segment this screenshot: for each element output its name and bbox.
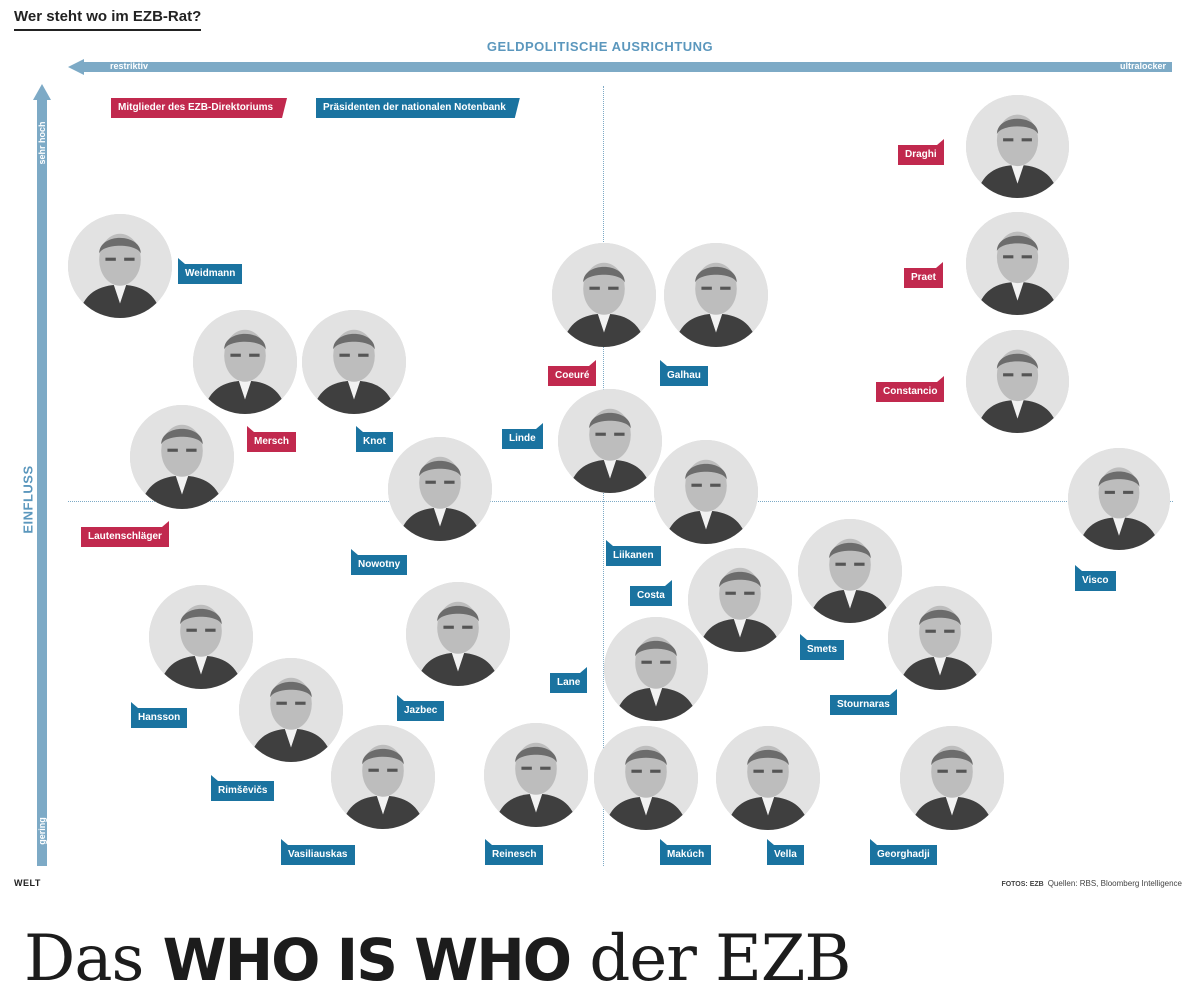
portrait-icon [68, 214, 172, 318]
member-name-tag: Costa [630, 580, 672, 606]
arrow-left-icon [68, 59, 84, 75]
member-name-tag: Stournaras [830, 689, 897, 715]
horizontal-divider [68, 501, 1173, 502]
arrow-up-icon [33, 84, 51, 100]
member-name-tag: Visco [1075, 565, 1116, 591]
portrait-icon [716, 726, 820, 830]
member-name-tag: Knot [356, 426, 393, 452]
portrait-icon [484, 723, 588, 827]
portrait-icon [798, 519, 902, 623]
member-name-tag: Rimšēvičs [211, 775, 275, 801]
headline-post: der EZB [589, 922, 851, 996]
member-name-tag: Praet [904, 262, 944, 288]
member-name-tag: Mersch [247, 426, 297, 452]
portrait-icon [1068, 448, 1170, 550]
y-axis-top-label: sehr hoch [37, 121, 47, 165]
portrait-icon [888, 586, 992, 690]
headline-bold: WHO IS WHO [162, 926, 572, 994]
source-credits: FOTOS: EZB Quellen: RBS, Bloomberg Intell… [1001, 879, 1182, 888]
member-name-tag: Lautenschläger [81, 521, 169, 547]
sources-text: Quellen: RBS, Bloomberg Intelligence [1047, 879, 1182, 888]
member-name-tag: Lane [550, 667, 588, 693]
legend-national: Präsidenten der nationalen Notenbank [316, 98, 520, 118]
portrait-icon [900, 726, 1004, 830]
portrait-icon [594, 726, 698, 830]
portrait-icon [193, 310, 297, 414]
member-name-tag: Draghi [898, 139, 944, 165]
portrait-icon [558, 389, 662, 493]
portrait-icon [331, 725, 435, 829]
member-name-tag: Linde [502, 423, 543, 449]
headline: Das WHO IS WHO der EZB [24, 922, 851, 996]
portrait-icon [966, 212, 1069, 315]
member-name-tag: Reinesch [485, 839, 544, 865]
member-name-tag: Hansson [131, 702, 188, 728]
member-name-tag: Nowotny [351, 549, 408, 575]
y-axis-bottom-label: gering [37, 817, 47, 845]
portrait-icon [239, 658, 343, 762]
portrait-icon [966, 95, 1069, 198]
x-axis-title: GELDPOLITISCHE AUSRICHTUNG [486, 39, 714, 54]
headline-pre: Das [24, 922, 144, 996]
member-name-tag: Vasiliauskas [281, 839, 355, 865]
member-name-tag: Liikanen [606, 540, 661, 566]
x-axis-right-label: ultralocker [1119, 61, 1166, 71]
member-name-tag: Georghadji [870, 839, 937, 865]
member-name-tag: Constancio [876, 376, 945, 402]
legend-directorate: Mitglieder des EZB-Direktoriums [111, 98, 287, 118]
portrait-icon [966, 330, 1069, 433]
portrait-icon [604, 617, 708, 721]
portrait-icon [149, 585, 253, 689]
chart-title: Wer steht wo im EZB-Rat? [14, 8, 202, 31]
member-name-tag: Galhau [660, 360, 708, 386]
portrait-icon [388, 437, 492, 541]
x-axis-arrow [68, 59, 1172, 75]
y-axis-title: EINFLUSS [20, 465, 36, 534]
photo-credit: FOTOS: EZB [1001, 881, 1044, 888]
y-axis-arrow [33, 84, 51, 866]
member-name-tag: Coeuré [548, 360, 597, 386]
portrait-icon [664, 243, 768, 347]
x-axis-left-label: restriktiv [110, 61, 149, 71]
welt-logo: WELT [14, 878, 41, 888]
portrait-icon [302, 310, 406, 414]
portrait-icon [688, 548, 792, 652]
member-name-tag: Smets [800, 634, 845, 660]
member-name-tag: Makúch [660, 839, 712, 865]
member-name-tag: Weidmann [178, 258, 243, 284]
member-name-tag: Jazbec [397, 695, 445, 721]
portrait-icon [406, 582, 510, 686]
portrait-icon [654, 440, 758, 544]
portrait-icon [552, 243, 656, 347]
portrait-icon [130, 405, 234, 509]
member-name-tag: Vella [767, 839, 804, 865]
